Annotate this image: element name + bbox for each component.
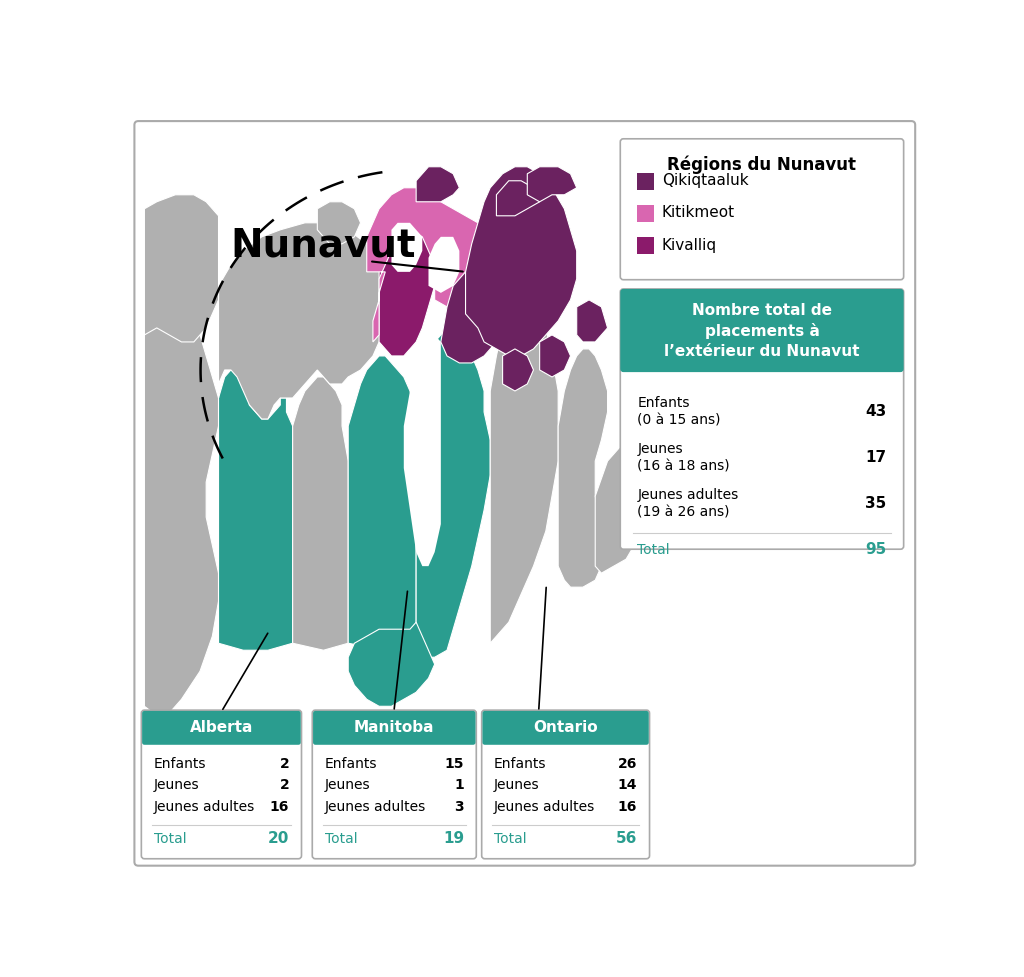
Text: Alberta: Alberta <box>189 720 253 736</box>
Text: 19: 19 <box>442 831 464 846</box>
Text: Jeunes adultes: Jeunes adultes <box>325 800 426 814</box>
Polygon shape <box>632 391 682 468</box>
Text: 20: 20 <box>268 831 289 846</box>
Polygon shape <box>416 167 460 202</box>
Text: Qikiqtaaluk: Qikiqtaaluk <box>662 173 749 188</box>
Polygon shape <box>144 194 218 342</box>
Polygon shape <box>348 622 434 706</box>
Text: Jeunes adultes: Jeunes adultes <box>154 800 255 814</box>
Text: Manitoba: Manitoba <box>354 720 434 736</box>
Text: 14: 14 <box>617 779 637 792</box>
Polygon shape <box>403 335 441 566</box>
Bar <box>637 205 654 222</box>
Polygon shape <box>416 328 490 658</box>
FancyBboxPatch shape <box>142 711 301 744</box>
Text: Kitikmeot: Kitikmeot <box>662 205 735 220</box>
Polygon shape <box>218 370 293 651</box>
Text: Enfants: Enfants <box>325 757 377 771</box>
Text: 17: 17 <box>865 450 887 465</box>
Polygon shape <box>490 286 558 643</box>
Polygon shape <box>540 335 570 377</box>
Polygon shape <box>293 377 348 651</box>
Polygon shape <box>527 167 577 202</box>
Polygon shape <box>379 216 434 356</box>
FancyBboxPatch shape <box>621 289 903 372</box>
FancyBboxPatch shape <box>141 710 301 859</box>
Text: 16: 16 <box>617 800 637 814</box>
Polygon shape <box>317 202 360 244</box>
FancyBboxPatch shape <box>621 289 903 549</box>
Text: 2: 2 <box>280 779 289 792</box>
Polygon shape <box>497 181 540 216</box>
Text: 2: 2 <box>280 757 289 771</box>
Text: Total: Total <box>325 831 357 846</box>
Bar <box>637 237 654 254</box>
Text: Nombre total de
placements à
l’extérieur du Nunavut: Nombre total de placements à l’extérieur… <box>665 303 860 359</box>
Polygon shape <box>391 223 422 272</box>
Text: Total: Total <box>637 543 670 557</box>
Text: Ontario: Ontario <box>534 720 598 736</box>
Polygon shape <box>348 356 416 651</box>
Text: 35: 35 <box>865 496 887 511</box>
Text: 43: 43 <box>865 404 887 419</box>
Text: Enfants: Enfants <box>494 757 547 771</box>
Text: 26: 26 <box>617 757 637 771</box>
Polygon shape <box>218 223 391 419</box>
Text: Jeunes: Jeunes <box>325 779 371 792</box>
FancyBboxPatch shape <box>482 711 649 744</box>
FancyBboxPatch shape <box>621 139 903 279</box>
Polygon shape <box>466 167 577 356</box>
FancyBboxPatch shape <box>481 710 649 859</box>
Text: 16: 16 <box>269 800 289 814</box>
Text: 15: 15 <box>444 757 464 771</box>
Text: Total: Total <box>154 831 186 846</box>
Polygon shape <box>428 236 460 293</box>
Polygon shape <box>503 349 534 391</box>
Text: Jeunes
(16 à 18 ans): Jeunes (16 à 18 ans) <box>637 442 730 473</box>
Text: 95: 95 <box>865 542 887 558</box>
Text: Jeunes adultes: Jeunes adultes <box>494 800 595 814</box>
Text: Enfants: Enfants <box>154 757 206 771</box>
Polygon shape <box>577 300 607 342</box>
Text: Jeunes: Jeunes <box>154 779 200 792</box>
Text: 56: 56 <box>615 831 637 846</box>
Text: Jeunes: Jeunes <box>494 779 540 792</box>
Polygon shape <box>441 251 509 362</box>
Text: 1: 1 <box>455 779 464 792</box>
Text: Enfants
(0 à 15 ans): Enfants (0 à 15 ans) <box>637 396 721 427</box>
Polygon shape <box>558 349 607 587</box>
Text: Régions du Nunavut: Régions du Nunavut <box>668 155 856 174</box>
Text: 3: 3 <box>455 800 464 814</box>
FancyBboxPatch shape <box>312 710 476 859</box>
Polygon shape <box>595 447 651 573</box>
Text: Kivalliq: Kivalliq <box>662 237 717 253</box>
FancyBboxPatch shape <box>313 711 475 744</box>
FancyBboxPatch shape <box>134 121 915 866</box>
Text: Nunavut: Nunavut <box>230 227 416 265</box>
Bar <box>637 173 654 190</box>
Polygon shape <box>367 188 497 342</box>
Text: Total: Total <box>494 831 526 846</box>
Polygon shape <box>144 265 218 720</box>
Text: Jeunes adultes
(19 à 26 ans): Jeunes adultes (19 à 26 ans) <box>637 488 738 520</box>
